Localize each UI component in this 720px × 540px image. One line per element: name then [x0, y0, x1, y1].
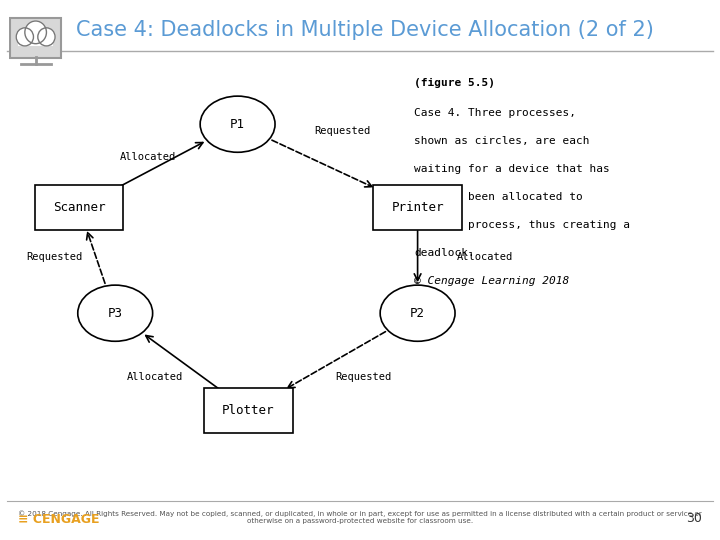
Text: deadlock.: deadlock.	[414, 248, 474, 259]
Text: © Cengage Learning 2018: © Cengage Learning 2018	[414, 276, 570, 287]
Text: 30: 30	[686, 512, 702, 525]
Circle shape	[200, 96, 275, 152]
FancyArrowPatch shape	[272, 140, 372, 187]
Text: (figure 5.5): (figure 5.5)	[414, 78, 495, 89]
Text: P1: P1	[230, 118, 245, 131]
Text: Case 4. Three processes,: Case 4. Three processes,	[414, 108, 576, 118]
Circle shape	[78, 285, 153, 341]
FancyBboxPatch shape	[10, 18, 61, 58]
Text: Requested: Requested	[26, 252, 82, 261]
FancyArrowPatch shape	[414, 231, 421, 280]
FancyBboxPatch shape	[19, 35, 53, 46]
Text: P2: P2	[410, 307, 425, 320]
FancyArrowPatch shape	[145, 335, 218, 388]
Circle shape	[380, 285, 455, 341]
Text: P3: P3	[108, 307, 122, 320]
Text: Allocated: Allocated	[457, 252, 513, 261]
Text: Case 4: Deadlocks in Multiple Device Allocation (2 of 2): Case 4: Deadlocks in Multiple Device All…	[76, 19, 654, 40]
Text: Requested: Requested	[336, 372, 392, 382]
Circle shape	[37, 28, 55, 46]
FancyBboxPatch shape	[204, 388, 292, 433]
Text: Scanner: Scanner	[53, 201, 105, 214]
Text: Printer: Printer	[392, 201, 444, 214]
Text: © 2018 Cengage. All Rights Reserved. May not be copied, scanned, or duplicated, : © 2018 Cengage. All Rights Reserved. May…	[18, 510, 702, 524]
Text: Allocated: Allocated	[127, 372, 183, 382]
FancyBboxPatch shape	[373, 186, 462, 230]
Text: Requested: Requested	[314, 126, 370, 136]
FancyArrowPatch shape	[120, 143, 203, 186]
Text: Allocated: Allocated	[120, 152, 176, 161]
Text: another process, thus creating a: another process, thus creating a	[414, 220, 630, 231]
Text: Plotter: Plotter	[222, 404, 274, 417]
Text: waiting for a device that has: waiting for a device that has	[414, 164, 610, 174]
Text: ≡ CENGAGE: ≡ CENGAGE	[18, 513, 99, 526]
Circle shape	[16, 28, 33, 46]
FancyBboxPatch shape	[35, 186, 124, 230]
FancyArrowPatch shape	[86, 233, 105, 284]
Text: already been allocated to: already been allocated to	[414, 192, 582, 202]
Text: shown as circles, are each: shown as circles, are each	[414, 136, 590, 146]
FancyArrowPatch shape	[288, 332, 385, 388]
Circle shape	[24, 21, 46, 44]
